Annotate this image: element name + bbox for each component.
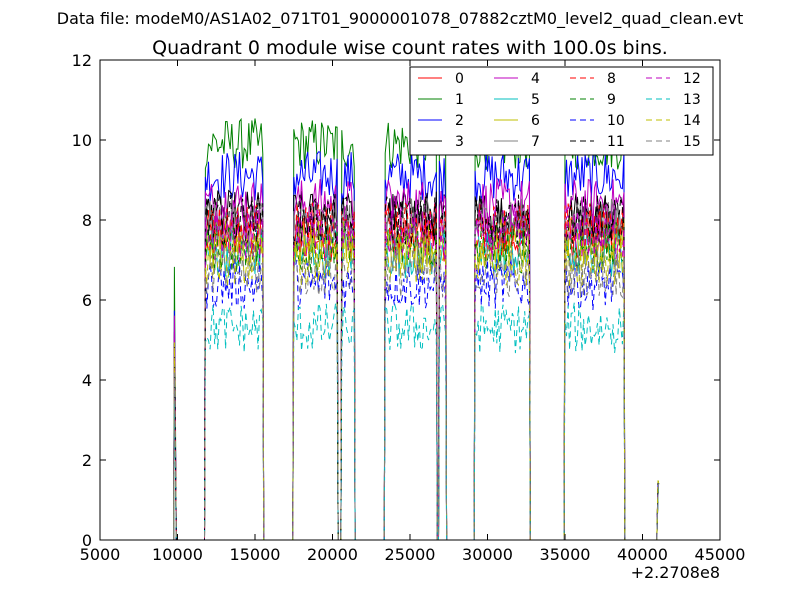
y-tick-label: 10 bbox=[72, 131, 92, 150]
series-line-10 bbox=[169, 258, 660, 541]
x-tick-label: 20000 bbox=[307, 545, 358, 564]
x-tick-label: 10000 bbox=[152, 545, 203, 564]
legend-label-13: 13 bbox=[683, 92, 701, 108]
plot-lines bbox=[169, 117, 660, 541]
legend-label-2: 2 bbox=[455, 113, 464, 129]
legend-label-15: 15 bbox=[683, 134, 701, 150]
legend-label-10: 10 bbox=[607, 113, 625, 129]
x-tick-label: 25000 bbox=[385, 545, 436, 564]
series-line-4 bbox=[169, 178, 660, 541]
x-tick-label: 5000 bbox=[80, 545, 121, 564]
x-tick-label: 45000 bbox=[695, 545, 746, 564]
series-line-9 bbox=[169, 222, 660, 541]
series-line-12 bbox=[169, 209, 660, 541]
x-tick-label: 40000 bbox=[617, 545, 668, 564]
legend-label-3: 3 bbox=[455, 134, 464, 150]
legend-label-1: 1 bbox=[455, 92, 464, 108]
legend-label-7: 7 bbox=[531, 134, 540, 150]
x-tick-label: 30000 bbox=[462, 545, 513, 564]
y-tick-label: 8 bbox=[82, 211, 92, 230]
legend-label-9: 9 bbox=[607, 92, 616, 108]
legend-box bbox=[409, 66, 714, 156]
series-line-13 bbox=[169, 302, 660, 541]
data-file-label: Data file: modeM0/AS1A02_071T01_90000010… bbox=[57, 9, 743, 29]
series-line-14 bbox=[169, 233, 660, 541]
x-tick-label: 35000 bbox=[540, 545, 591, 564]
legend-label-6: 6 bbox=[531, 113, 540, 129]
legend-label-4: 4 bbox=[531, 71, 540, 87]
legend-label-14: 14 bbox=[683, 113, 701, 129]
x-offset-label: +2.2708e8 bbox=[631, 563, 720, 582]
legend-label-12: 12 bbox=[683, 71, 701, 87]
axes: 5000 10000 15000 20000 25000 30000 35000 40000 4… bbox=[72, 51, 746, 582]
legend-label-0: 0 bbox=[455, 71, 464, 87]
series-line-5 bbox=[169, 226, 660, 541]
legend-label-8: 8 bbox=[607, 71, 616, 87]
x-tick-label: 15000 bbox=[230, 545, 281, 564]
legend-label-5: 5 bbox=[531, 92, 540, 108]
legend-label-11: 11 bbox=[607, 134, 625, 150]
y-tick-label: 0 bbox=[82, 531, 92, 550]
y-tick-label: 2 bbox=[82, 451, 92, 470]
y-tick-label: 6 bbox=[82, 291, 92, 310]
y-tick-label: 4 bbox=[82, 371, 92, 390]
y-tick-label: 12 bbox=[72, 51, 92, 70]
series-line-2 bbox=[169, 149, 660, 541]
chart-title: Quadrant 0 module wise count rates with … bbox=[152, 37, 668, 59]
series-line-15 bbox=[169, 246, 660, 541]
